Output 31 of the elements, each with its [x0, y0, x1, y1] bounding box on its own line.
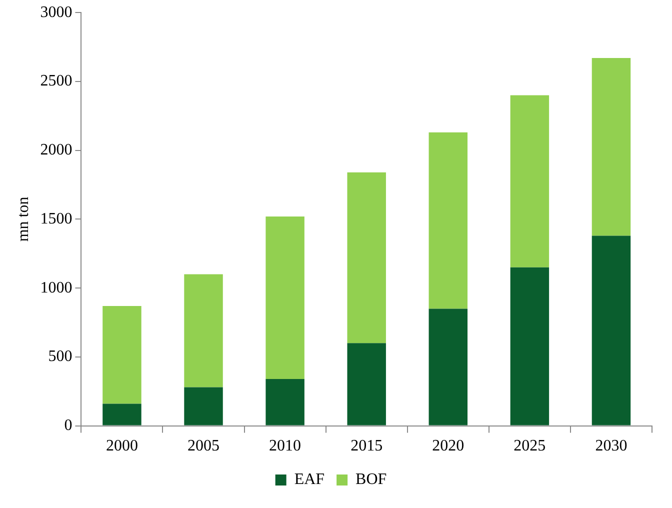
y-tick-label: 500 [48, 348, 72, 366]
x-tick-label: 2005 [188, 438, 220, 455]
y-tick-label: 3000 [40, 4, 72, 21]
legend-label: BOF [356, 471, 387, 488]
x-tick-label: 2000 [106, 438, 138, 455]
y-tick-label: 1000 [40, 279, 72, 296]
y-axis-title: mn ton [14, 196, 32, 242]
bar [347, 172, 386, 344]
x-tick-label: 2025 [514, 438, 546, 455]
y-tick-label: 2000 [40, 142, 72, 159]
bar [428, 308, 468, 426]
bar [510, 267, 550, 426]
y-tick-label: 1500 [40, 210, 72, 228]
y-tick-label: 2500 [40, 72, 72, 90]
x-tick-label: 2030 [595, 438, 628, 455]
bar [592, 236, 631, 426]
bar [592, 58, 631, 236]
bar [347, 343, 386, 426]
bar [102, 306, 142, 404]
bar [428, 132, 468, 309]
x-tick-label: 2010 [269, 438, 302, 455]
legend-label: EAF [294, 471, 325, 488]
x-tick-label: 2020 [432, 438, 464, 455]
bar [266, 216, 304, 379]
bar [266, 378, 304, 426]
bar [510, 95, 550, 268]
bar [184, 274, 223, 388]
x-tick-label: 2015 [350, 438, 383, 455]
bar [184, 387, 223, 426]
y-tick-label: 0 [64, 417, 72, 434]
bar [102, 404, 142, 426]
